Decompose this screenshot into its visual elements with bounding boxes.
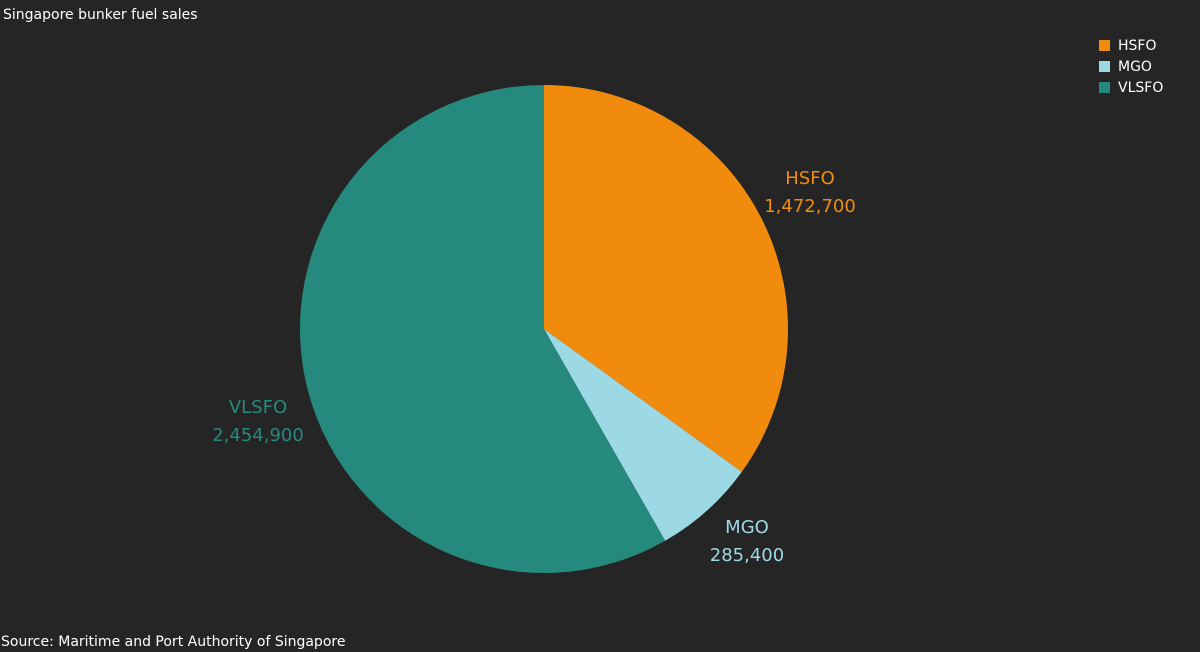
slice-name-label-vlsfo: VLSFO [229, 397, 287, 418]
slice-name-label-mgo: MGO [725, 517, 769, 538]
legend-item-mgo[interactable]: MGO [1099, 56, 1163, 77]
slice-value-label-mgo: 285,400 [710, 545, 784, 566]
legend-item-vlsfo[interactable]: VLSFO [1099, 77, 1163, 98]
legend-label-hsfo: HSFO [1118, 37, 1157, 54]
slice-name-label-hsfo: HSFO [785, 168, 834, 189]
legend-label-vlsfo: VLSFO [1118, 79, 1164, 96]
legend-swatch-vlsfo [1099, 82, 1110, 93]
pie-slice-hsfo[interactable] [544, 85, 788, 472]
legend-swatch-mgo [1099, 61, 1110, 72]
legend-label-mgo: MGO [1118, 58, 1152, 75]
slice-value-label-hsfo: 1,472,700 [764, 196, 856, 217]
source-note: Source: Maritime and Port Authority of S… [1, 634, 346, 650]
legend-swatch-hsfo [1099, 40, 1110, 51]
legend: HSFO MGO VLSFO [1099, 35, 1163, 98]
pie-slice-vlsfo[interactable] [299, 85, 666, 573]
chart-title: Singapore bunker fuel sales [3, 7, 198, 23]
legend-item-hsfo[interactable]: HSFO [1099, 35, 1163, 56]
pie-slice-mgo[interactable] [544, 329, 742, 541]
slice-value-label-vlsfo: 2,454,900 [212, 425, 304, 446]
